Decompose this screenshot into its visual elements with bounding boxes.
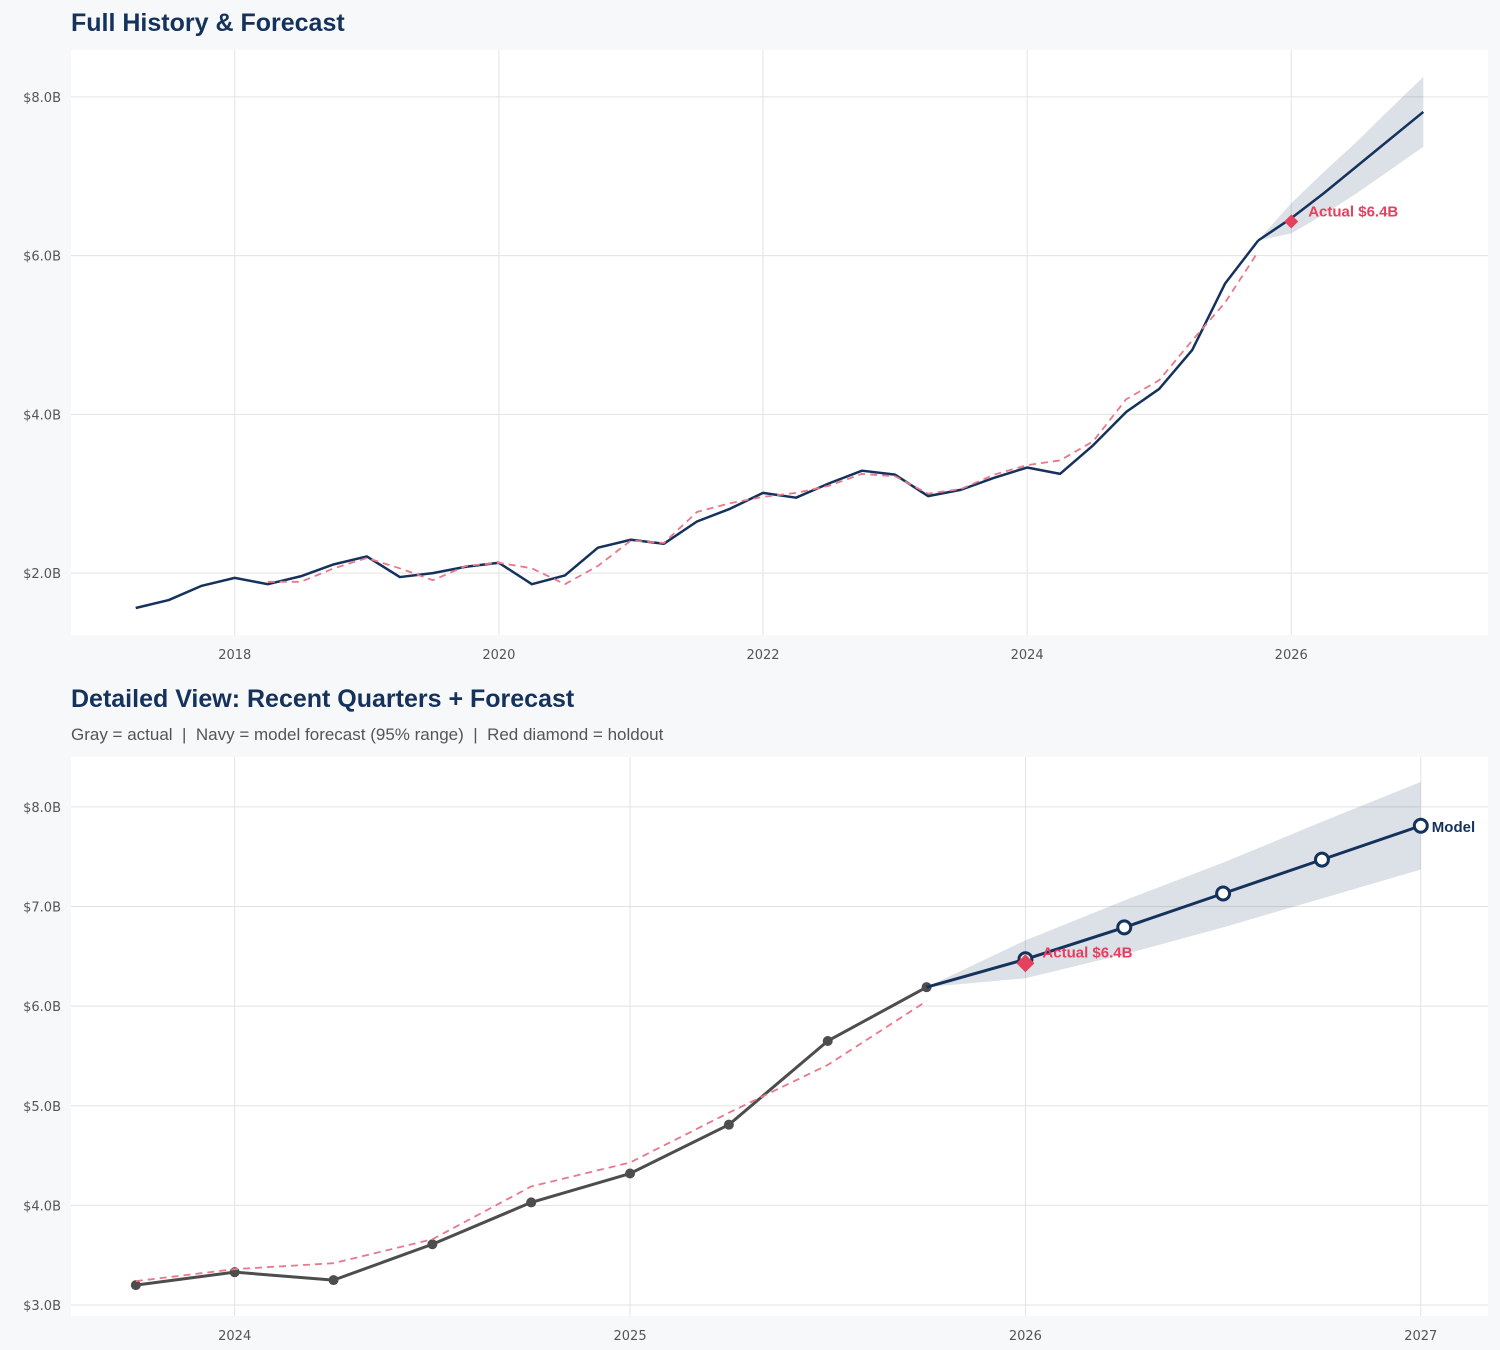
fitted-line: [135, 1000, 928, 1283]
x-tick-label: 2020: [482, 648, 515, 663]
confidence-band: [926, 781, 1421, 988]
actual-point: [328, 1275, 339, 1286]
top-chart-panel: $2.0B $4.0B $6.0B $8.0B 2018 2020 2022 2024 2026…: [23, 50, 1488, 663]
x-tick-label: 2026: [1275, 648, 1308, 663]
y-tick-label: $8.0B: [23, 91, 61, 106]
x-tick-label: 2024: [218, 1329, 251, 1344]
forecast-point: [1412, 817, 1429, 834]
forecast-point: [1215, 885, 1232, 902]
actual-point: [427, 1239, 438, 1250]
y-tick-label: $5.0B: [23, 1100, 61, 1115]
actual-point: [822, 1035, 833, 1046]
holdout-diamond: [1016, 954, 1035, 973]
y-tick-label: $3.0B: [23, 1299, 61, 1314]
forecast-point: [1313, 851, 1330, 868]
actual-line: [135, 239, 1260, 610]
y-tick-label: $4.0B: [23, 1199, 61, 1214]
x-tick-label: 2027: [1404, 1329, 1437, 1344]
series-label: Model: [1432, 819, 1475, 836]
holdout-diamond: [1284, 214, 1299, 229]
x-tick-label: 2025: [614, 1329, 647, 1344]
actual-point: [723, 1119, 734, 1130]
forecast-line: [926, 824, 1422, 989]
actual-point: [130, 1280, 141, 1291]
y-tick-label: $6.0B: [23, 1000, 61, 1015]
plot-background: [71, 50, 1488, 635]
plot-background: [71, 757, 1488, 1316]
fitted-line: [267, 251, 1259, 586]
top-chart-title: Full History & Forecast: [71, 9, 345, 37]
x-tick-label: 2024: [1011, 648, 1044, 663]
x-tick-label: 2018: [218, 648, 251, 663]
x-tick-label: 2026: [1009, 1329, 1042, 1344]
y-tick-label: $7.0B: [23, 900, 61, 915]
x-tick-label: 2022: [746, 648, 779, 663]
actual-point: [625, 1168, 636, 1179]
y-tick-label: $2.0B: [23, 567, 61, 582]
actual-point: [526, 1197, 537, 1208]
y-tick-label: $8.0B: [23, 801, 61, 816]
bottom-chart-title: Detailed View: Recent Quarters + Forecas…: [71, 685, 575, 713]
y-tick-label: $4.0B: [23, 408, 61, 423]
forecast-point: [1116, 919, 1133, 936]
confidence-band: [1258, 76, 1424, 241]
y-tick-label: $6.0B: [23, 250, 61, 265]
holdout-label: Actual $6.4B: [1042, 944, 1132, 961]
holdout-label: Actual $6.4B: [1308, 203, 1398, 220]
bottom-chart-subtitle: Gray = actual | Navy = model forecast (9…: [71, 725, 664, 744]
bottom-chart-panel: $3.0B $4.0B $5.0B $6.0B $7.0B $8.0B 2024 2025 20…: [23, 757, 1488, 1344]
